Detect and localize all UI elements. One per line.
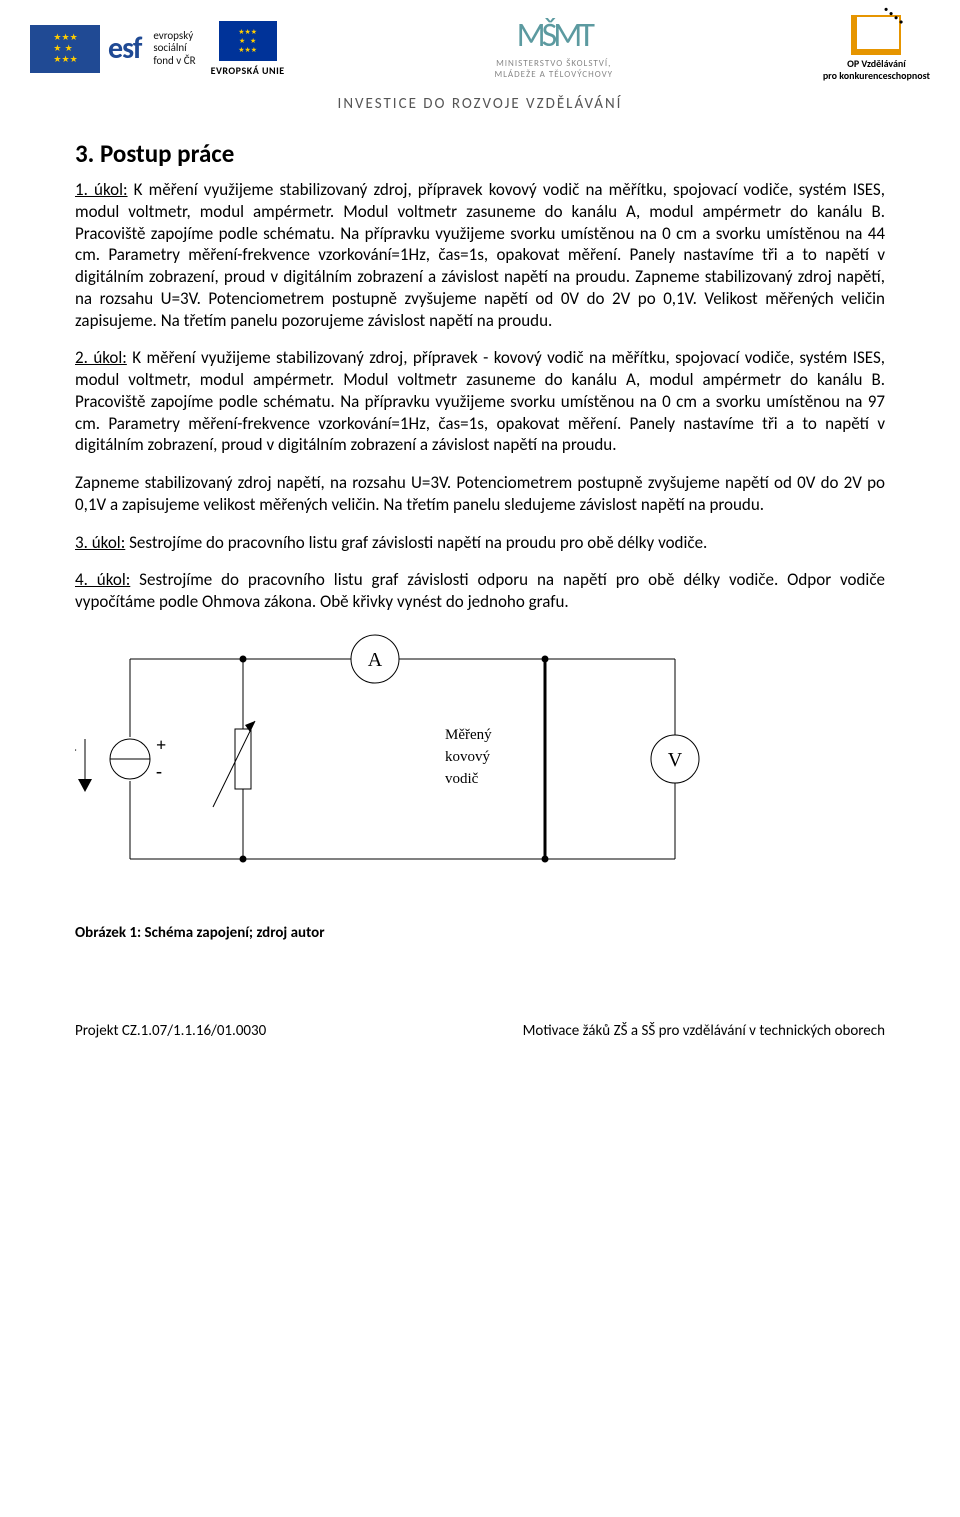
esf-logo: ★ ★ ★★ ★★ ★ ★ esf evropský sociální fond… bbox=[30, 25, 196, 73]
op-logo-icon: • • • • bbox=[851, 15, 901, 55]
op-line2: pro konkurenceschopnost bbox=[823, 70, 930, 82]
svg-text:kovový: kovový bbox=[445, 749, 491, 765]
msmt-logo-icon: MŠMT bbox=[494, 16, 613, 57]
circuit-diagram: + - U A V Měřený kovový vodič bbox=[75, 629, 885, 894]
paragraph-ukol4: 4. úkol: Sestrojíme do pracovního listu … bbox=[75, 569, 885, 613]
svg-text:U: U bbox=[75, 744, 77, 773]
figure-caption: Obrázek 1: Schéma zapojení; zdroj autor bbox=[75, 924, 885, 942]
svg-text:+: + bbox=[156, 735, 166, 755]
paragraph-ukol2: 2. úkol: K měření využijeme stabilizovan… bbox=[75, 347, 885, 456]
footer-right: Motivace žáků ZŠ a SŠ pro vzdělávání v t… bbox=[523, 1022, 885, 1040]
eu-flag-icon: ★★★★ ★★★★ bbox=[219, 21, 277, 61]
circuit-svg: + - U A V Měřený kovový vodič bbox=[75, 629, 715, 889]
ukol1-lead: 1. úkol: bbox=[75, 179, 128, 200]
svg-text:A: A bbox=[368, 649, 383, 671]
msmt-logo: MŠMT MINISTERSTVO ŠKOLSTVÍ, MLÁDEŽE A TĚ… bbox=[494, 16, 613, 80]
header-logo-bar: ★ ★ ★★ ★★ ★ ★ esf evropský sociální fond… bbox=[0, 0, 960, 87]
msmt-line2: MLÁDEŽE A TĚLOVÝCHOVY bbox=[494, 70, 613, 81]
esf-flag-icon: ★ ★ ★★ ★★ ★ ★ bbox=[30, 25, 100, 73]
paragraph-ukol1: 1. úkol: K měření využijeme stabilizovan… bbox=[75, 179, 885, 331]
footer-left: Projekt CZ.1.07/1.1.16/01.0030 bbox=[75, 1022, 266, 1040]
paragraph-ukol3: 3. úkol: Sestrojíme do pracovního listu … bbox=[75, 532, 885, 554]
page-footer: Projekt CZ.1.07/1.1.16/01.0030 Motivace … bbox=[75, 1022, 885, 1040]
svg-text:V: V bbox=[668, 749, 683, 771]
ukol4-text: Sestrojíme do pracovního listu graf závi… bbox=[75, 569, 885, 612]
logo-group-left: ★ ★ ★★ ★★ ★ ★ esf evropský sociální fond… bbox=[30, 21, 285, 77]
ukol4-lead: 4. úkol: bbox=[75, 569, 130, 590]
svg-text:-: - bbox=[156, 761, 162, 781]
ukol3-lead: 3. úkol: bbox=[75, 532, 125, 553]
svg-text:vodič: vodič bbox=[445, 771, 479, 787]
svg-text:Měřený: Měřený bbox=[445, 727, 492, 743]
eu-label: EVROPSKÁ UNIE bbox=[211, 64, 285, 77]
eu-logo: ★★★★ ★★★★ EVROPSKÁ UNIE bbox=[211, 21, 285, 77]
ukol2-text: K měření využijeme stabilizovaný zdroj, … bbox=[75, 347, 885, 455]
invest-tagline: INVESTICE DO ROZVOJE VZDĚLÁVÁNÍ bbox=[0, 95, 960, 113]
esf-subtext: evropský sociální fond v ČR bbox=[153, 30, 195, 66]
esf-big-text: esf bbox=[108, 30, 141, 67]
ukol3-text: Sestrojíme do pracovního listu graf závi… bbox=[125, 532, 707, 553]
page-body: 3. Postup práce 1. úkol: K měření využij… bbox=[0, 138, 960, 1080]
section-title: 3. Postup práce bbox=[75, 138, 885, 169]
paragraph-3: Zapneme stabilizovaný zdroj napětí, na r… bbox=[75, 472, 885, 516]
ukol2-lead: 2. úkol: bbox=[75, 347, 127, 368]
ukol1-text: K měření využijeme stabilizovaný zdroj, … bbox=[75, 179, 885, 331]
op-logo: • • • • OP Vzdělávání pro konkurencescho… bbox=[823, 15, 930, 82]
